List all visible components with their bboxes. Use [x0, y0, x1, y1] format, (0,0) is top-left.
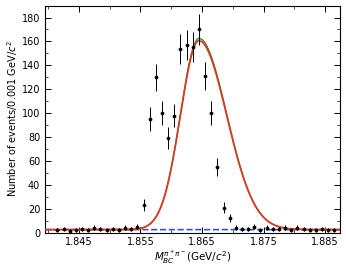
- Y-axis label: Number of events/0.001 GeV/$c^2$: Number of events/0.001 GeV/$c^2$: [6, 41, 20, 197]
- X-axis label: $M_{BC}^{\pi^+\pi^-}$(GeV/$c^2$): $M_{BC}^{\pi^+\pi^-}$(GeV/$c^2$): [154, 249, 231, 267]
